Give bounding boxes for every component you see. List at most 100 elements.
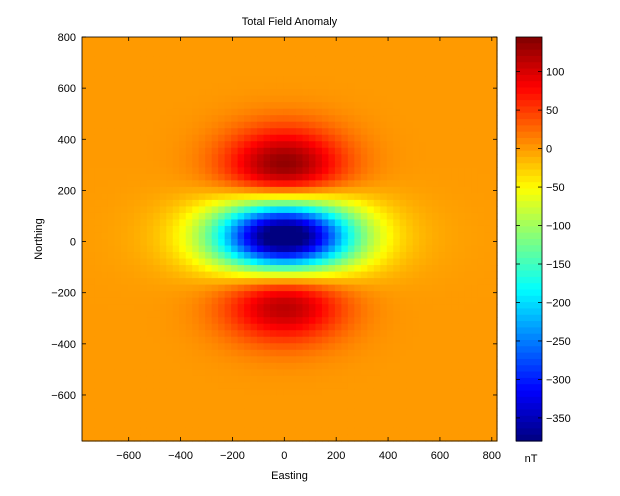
heatmap-cell: [419, 401, 427, 410]
heatmap-cell: [347, 147, 355, 155]
heatmap-cell: [244, 63, 252, 71]
heatmap-cell: [94, 310, 103, 318]
heatmap-cell: [94, 141, 103, 149]
heatmap-cell: [471, 128, 479, 136]
heatmap-cell: [153, 232, 161, 240]
heatmap-cell: [347, 199, 355, 208]
heatmap-cell: [477, 160, 485, 168]
heatmap-cell: [315, 95, 323, 103]
heatmap-cell: [101, 82, 109, 90]
heatmap-cell: [250, 323, 258, 331]
heatmap-cell: [114, 421, 122, 429]
heatmap-cell: [477, 141, 485, 149]
heatmap-cell: [114, 50, 122, 58]
heatmap-cell: [360, 102, 368, 110]
heatmap-cell: [192, 37, 200, 45]
heatmap-cell: [250, 56, 258, 64]
heatmap-cell: [308, 128, 317, 136]
heatmap-cell: [211, 310, 219, 318]
heatmap-cell: [146, 63, 154, 71]
heatmap-cell: [166, 121, 174, 129]
heatmap-cell: [399, 141, 407, 149]
heatmap-cell: [328, 265, 336, 273]
heatmap-cell: [477, 173, 485, 181]
heatmap-cell: [166, 89, 174, 97]
heatmap-cell: [393, 401, 401, 410]
heatmap-cell: [347, 154, 355, 162]
heatmap-cell: [257, 115, 265, 123]
heatmap-cell: [380, 147, 388, 155]
heatmap-cell: [490, 180, 498, 188]
heatmap-cell: [302, 50, 310, 58]
colorbar-segment: [516, 194, 542, 202]
heatmap-cell: [94, 356, 103, 364]
heatmap-cell: [308, 291, 317, 299]
heatmap-cell: [438, 304, 446, 312]
heatmap-cell: [438, 252, 446, 260]
heatmap-cell: [127, 180, 135, 188]
heatmap-cell: [179, 388, 187, 396]
heatmap-cell: [341, 284, 349, 292]
heatmap-cell: [127, 225, 135, 234]
heatmap-cell: [477, 219, 485, 227]
x-tick-label: 600: [431, 450, 449, 462]
heatmap-cell: [94, 50, 103, 58]
heatmap-cell: [276, 434, 284, 442]
heatmap-cell: [218, 310, 226, 318]
heatmap-cell: [82, 395, 90, 403]
heatmap-cell: [308, 180, 317, 188]
heatmap-cell: [211, 414, 219, 423]
heatmap-cell: [380, 304, 388, 312]
heatmap-cell: [406, 147, 414, 155]
heatmap-cell: [140, 369, 148, 377]
heatmap-cell: [283, 265, 291, 273]
colorbar-segment: [516, 68, 542, 76]
heatmap-cell: [224, 95, 232, 103]
heatmap-cell: [360, 173, 368, 181]
heatmap-cell: [367, 310, 375, 318]
heatmap-cell: [82, 193, 90, 201]
heatmap-cell: [192, 225, 200, 234]
heatmap-cell: [263, 69, 271, 77]
heatmap-cell: [406, 173, 414, 181]
heatmap-cell: [153, 69, 161, 77]
heatmap-cell: [315, 154, 323, 162]
heatmap-cell: [432, 95, 440, 103]
colorbar-segment: [516, 377, 542, 385]
heatmap-cell: [438, 167, 446, 175]
heatmap-cell: [250, 219, 258, 227]
heatmap-cell: [425, 167, 433, 175]
heatmap-cell: [445, 252, 453, 260]
heatmap-cell: [211, 147, 219, 155]
heatmap-cell: [393, 278, 401, 286]
heatmap-cell: [231, 167, 239, 175]
heatmap-cell: [257, 43, 265, 51]
heatmap-cell: [94, 95, 103, 103]
heatmap-cell: [393, 89, 401, 97]
heatmap-cell: [360, 239, 368, 247]
heatmap-cell: [198, 43, 206, 51]
heatmap-cell: [334, 121, 342, 129]
heatmap-cell: [367, 252, 375, 260]
heatmap-cell: [133, 297, 141, 305]
heatmap-cell: [341, 232, 349, 240]
heatmap-cell: [451, 76, 459, 84]
heatmap-cell: [270, 43, 278, 51]
heatmap-cell: [295, 323, 304, 331]
heatmap-cell: [127, 278, 135, 286]
heatmap-cell: [133, 245, 141, 253]
heatmap-cell: [159, 63, 167, 71]
heatmap-cell: [406, 50, 414, 58]
heatmap-cell: [211, 291, 219, 299]
heatmap-cell: [432, 369, 440, 377]
heatmap-cell: [231, 147, 239, 155]
heatmap-cell: [419, 212, 427, 221]
heatmap-cell: [341, 356, 349, 364]
heatmap-cell: [419, 193, 427, 201]
heatmap-cell: [451, 43, 459, 51]
heatmap-cell: [412, 434, 420, 442]
heatmap-cell: [477, 199, 485, 208]
heatmap-cell: [458, 317, 466, 325]
heatmap-cell: [127, 291, 135, 299]
heatmap-cell: [101, 89, 109, 97]
